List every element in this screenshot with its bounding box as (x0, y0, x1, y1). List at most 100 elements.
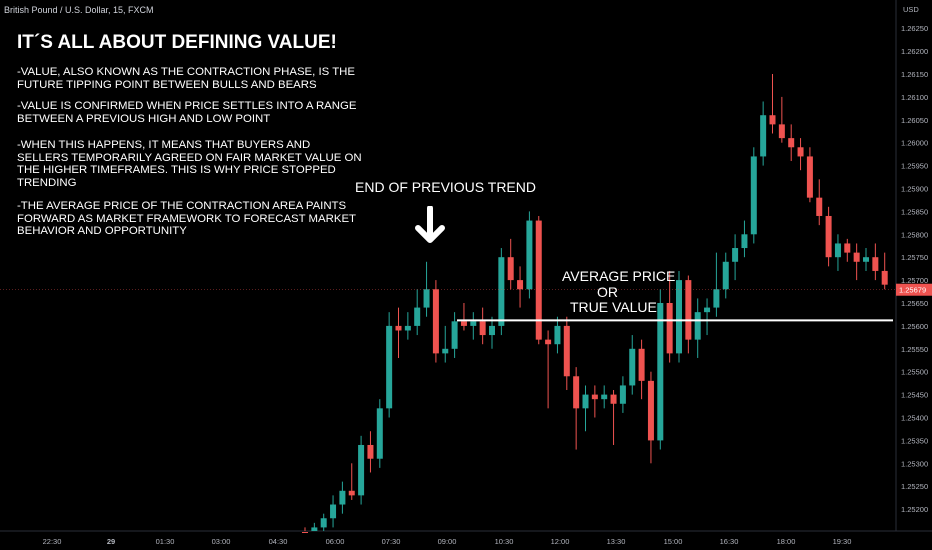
candle-body (601, 394, 608, 400)
y-tick-label: 1.25650 (901, 299, 928, 308)
candle (376, 399, 383, 468)
candle (694, 298, 701, 358)
candle-body (395, 325, 402, 331)
candle (470, 312, 477, 340)
candle (769, 74, 776, 134)
candle (647, 371, 654, 464)
candle-body (722, 261, 729, 290)
candle-body (591, 394, 598, 400)
candle (713, 252, 720, 317)
y-tick-label: 1.25550 (901, 345, 928, 354)
y-tick-label: 1.25200 (901, 505, 928, 514)
candle (610, 390, 617, 445)
x-tick-label: 01:30 (156, 537, 175, 546)
candle-body (638, 348, 645, 381)
candle-body (806, 156, 813, 198)
x-tick-label: 04:30 (269, 537, 288, 546)
y-tick-label: 1.25900 (901, 185, 928, 194)
candle-body (619, 385, 626, 404)
candle (881, 252, 888, 290)
y-tick-label: 1.26000 (901, 139, 928, 148)
y-tick-label: 1.26150 (901, 70, 928, 79)
candle-body (778, 124, 785, 139)
candle (825, 206, 832, 267)
x-tick-label: 12:00 (551, 537, 570, 546)
candle-body (582, 394, 589, 409)
candle-body (526, 220, 533, 290)
candle-body (694, 312, 701, 340)
paragraph-3: -WHEN THIS HAPPENS, IT MEANS THAT BUYERS… (17, 139, 362, 189)
x-tick-label: 10:30 (495, 537, 514, 546)
true-value-label: TRUE VALUE (570, 299, 657, 315)
candle (685, 275, 692, 354)
candle-body (704, 307, 711, 313)
candle (479, 307, 486, 345)
candle-body (330, 504, 337, 519)
candle-body (797, 147, 804, 157)
y-tick-label: 1.25700 (901, 276, 928, 285)
candle-body (507, 257, 514, 281)
candle-body (386, 325, 393, 409)
candle-body (647, 380, 654, 441)
candle (498, 248, 505, 336)
candle (339, 481, 346, 514)
candle-body (367, 444, 374, 459)
y-tick-label: 1.25300 (901, 459, 928, 468)
candle (732, 234, 739, 281)
candle-body (863, 257, 869, 262)
candle (535, 215, 542, 345)
candle (872, 243, 879, 281)
candle (320, 513, 327, 531)
x-tick-label: 15:00 (664, 537, 683, 546)
or-label: OR (597, 284, 618, 300)
x-tick-label: 06:00 (326, 537, 345, 546)
candle (657, 289, 664, 450)
candle (489, 316, 495, 349)
candle (554, 316, 561, 354)
candle (704, 298, 711, 336)
candle (863, 248, 869, 271)
candle-body (320, 518, 327, 528)
candle (432, 280, 439, 363)
candle (451, 312, 458, 358)
candle (330, 495, 337, 528)
candle (545, 330, 552, 409)
x-tick-label: 03:00 (212, 537, 231, 546)
candle (797, 138, 804, 171)
candle-body (302, 532, 308, 533)
candle-body (769, 115, 776, 125)
candle (750, 147, 757, 244)
x-tick-label: 09:00 (438, 537, 457, 546)
candle (638, 339, 645, 400)
candle-body (545, 339, 552, 345)
candle (582, 385, 589, 432)
candle-body (881, 270, 888, 285)
paragraph-1: -VALUE, ALSO KNOWN AS THE CONTRACTION PH… (17, 66, 355, 91)
average-price-label: AVERAGE PRICE (562, 268, 676, 284)
headline: IT´S ALL ABOUT DEFINING VALUE! (17, 32, 337, 53)
candle (722, 252, 729, 299)
candle (629, 335, 636, 395)
candle-body (404, 325, 411, 331)
candle-body (834, 243, 841, 258)
candle-body (825, 215, 832, 258)
candle-body (563, 325, 570, 377)
y-tick-label: 1.26050 (901, 116, 928, 125)
candle-body (489, 325, 495, 336)
x-tick-label: 18:00 (777, 537, 796, 546)
candle (573, 367, 580, 450)
candle-body (554, 325, 561, 345)
arrow-down-icon (415, 206, 445, 243)
candle-body (470, 321, 477, 326)
x-tick-label: 13:30 (607, 537, 626, 546)
candle-body (460, 321, 467, 326)
candle (844, 238, 851, 262)
candle-body (479, 321, 486, 336)
candle-body (358, 444, 365, 496)
candle (619, 376, 626, 413)
y-tick-label: 1.25500 (901, 368, 928, 377)
x-tick-label: 29 (107, 537, 115, 546)
y-tick-label: 1.25250 (901, 482, 928, 491)
